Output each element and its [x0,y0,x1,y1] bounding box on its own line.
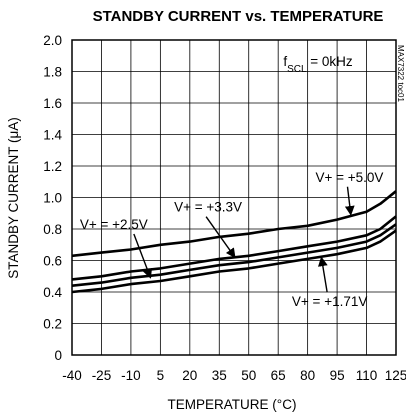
annotation-arrow [133,233,152,279]
x-tick-label: 110 [356,368,378,383]
x-axis-label: TEMPERATURE (°C) [168,397,297,412]
y-tick-label: 1.0 [43,191,62,206]
annotation-arrow [344,186,355,216]
series-line [71,229,397,294]
y-tick-label: 1.2 [43,159,62,174]
x-tick-label: 20 [182,368,197,383]
series-line [71,190,397,258]
series-line [71,223,397,287]
plot-frame [71,39,397,356]
y-tick-label: 0.4 [43,285,62,300]
series-label: V+ = +2.5V [80,217,148,232]
y-axis-ticks: 0 0.2 0.4 0.6 0.8 1.0 1.2 1.4 1.6 1.8 2.0 [43,33,62,363]
series-label: V+ = +1.71V [292,294,367,309]
x-tick-label: 65 [271,368,286,383]
y-tick-label: 0.6 [43,254,62,269]
x-tick-label: 125 [385,368,406,383]
condition-label: fSCL = 0kHz [283,54,353,75]
y-tick-label: 1.4 [43,128,62,143]
series-label: V+ = +3.3V [174,200,242,215]
x-tick-label: 5 [157,368,165,383]
annotation-arrow [205,216,236,259]
x-tick-label: -25 [92,368,112,383]
y-tick-label: 1.8 [43,65,62,80]
data-series [71,190,397,294]
series-annotations: V+ = +5.0V V+ = +3.3V V+ = +2.5V V+ = +1.71… [80,170,384,309]
x-tick-label: -40 [62,368,82,383]
x-axis-ticks: -40 -25 -10 5 20 35 50 65 80 95 110 125 [62,368,406,383]
x-tick-label: -10 [121,368,141,383]
series-label: V+ = +5.0V [315,170,383,185]
x-tick-label: 35 [212,368,227,383]
watermark: MAX7322 toc01 [396,45,405,102]
y-tick-label: 0.8 [43,222,62,237]
y-tick-label: 2.0 [43,33,62,48]
chart-title: STANDBY CURRENT vs. TEMPERATURE [93,8,384,25]
x-tick-label: 95 [330,368,345,383]
y-tick-label: 0.2 [43,317,62,332]
annotation-arrow [317,256,328,293]
y-tick-label: 0 [54,348,62,363]
x-tick-label: 80 [300,368,315,383]
y-axis-label: STANDBY CURRENT (μA) [6,117,21,279]
series-line [71,215,397,281]
x-tick-label: 50 [241,368,256,383]
y-tick-label: 1.6 [43,96,62,111]
